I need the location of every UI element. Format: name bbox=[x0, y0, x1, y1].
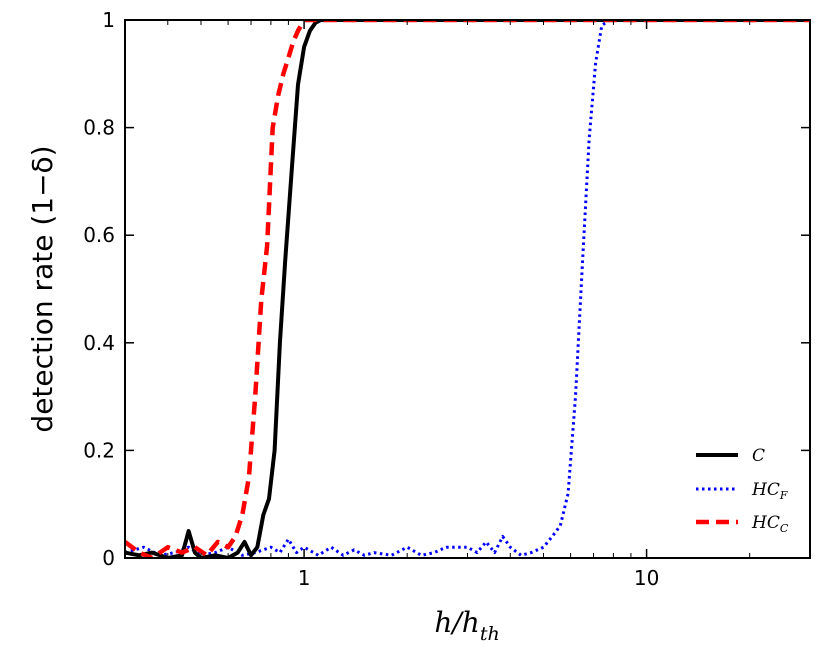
x-axis-title: h/hth bbox=[434, 606, 499, 645]
y-tick-label: 0 bbox=[102, 546, 115, 570]
series-line-c bbox=[125, 20, 810, 558]
tick-layer: 0 0.2 0.4 0.6 0.8 1 1 10 bbox=[83, 8, 810, 590]
series-line-hc-f bbox=[125, 20, 810, 557]
x-tick-label: 10 bbox=[634, 566, 659, 590]
series-layer bbox=[125, 20, 810, 558]
y-tick-label: 1 bbox=[102, 8, 115, 32]
series-line-hc-c bbox=[125, 20, 810, 558]
y-axis-title: detection rate (1−δ) bbox=[26, 145, 59, 432]
legend-label-c: C bbox=[752, 446, 765, 466]
y-tick-label: 0.4 bbox=[83, 331, 115, 355]
x-axis-title-sub: th bbox=[480, 623, 500, 645]
legend: C HCF HCC bbox=[696, 446, 789, 535]
legend-label-hc-f: HCF bbox=[751, 480, 788, 502]
legend-label-hc-c: HCC bbox=[751, 513, 789, 535]
plot-frame bbox=[124, 19, 811, 559]
x-axis-title-main: h/h bbox=[434, 606, 480, 639]
y-tick-label: 0.6 bbox=[83, 223, 115, 247]
y-tick-label: 0.8 bbox=[83, 116, 115, 140]
x-tick-label: 1 bbox=[298, 566, 311, 590]
y-tick-label: 0.2 bbox=[83, 438, 115, 462]
